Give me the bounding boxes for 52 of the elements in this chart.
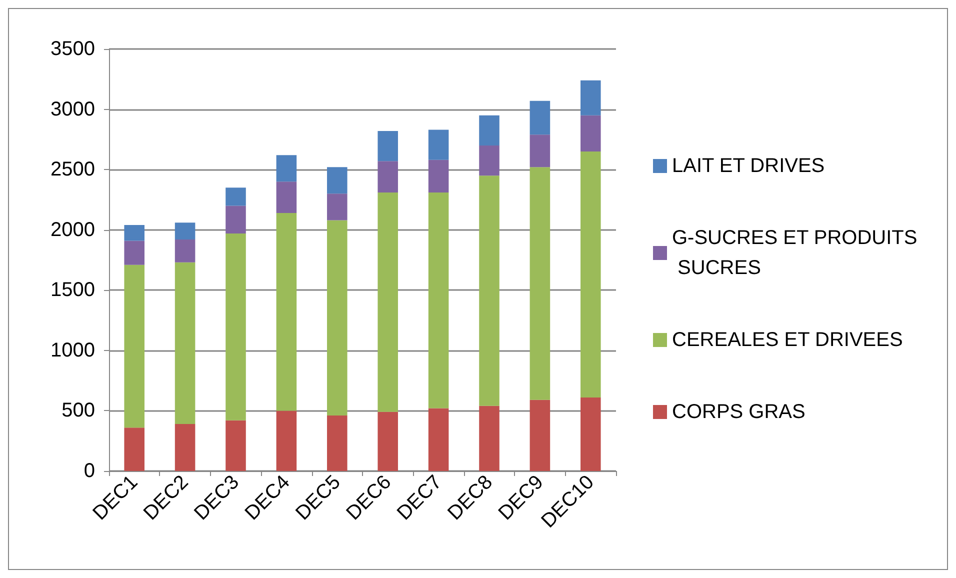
legend-label: CEREALES ET DRIVEES (672, 329, 903, 351)
bar (530, 134, 550, 168)
bar (428, 192, 449, 408)
bar (174, 222, 196, 240)
legend-label: CORPS GRAS (672, 401, 806, 423)
bar (327, 416, 348, 471)
bar (124, 240, 144, 265)
y-tick-label: 1000 (50, 339, 95, 362)
bar (530, 100, 550, 135)
bar (580, 115, 601, 152)
bar (124, 428, 144, 471)
y-tick-label: 500 (62, 400, 95, 422)
y-tick-label: 3500 (50, 38, 95, 60)
bar (124, 264, 144, 428)
y-tick-label: 1500 (50, 279, 95, 302)
bar (378, 130, 398, 162)
bar (530, 400, 550, 471)
bar (378, 192, 398, 412)
bar (378, 412, 398, 471)
bar (226, 420, 246, 471)
bar (327, 167, 348, 194)
bar (226, 188, 246, 206)
bar (479, 145, 500, 176)
legend-label: LAIT ET DRIVES (672, 155, 825, 177)
bar (378, 161, 398, 192)
y-tick-label: 2500 (50, 158, 95, 181)
bar (580, 80, 601, 116)
bar (327, 194, 348, 220)
bar (327, 220, 348, 416)
bar (479, 115, 500, 146)
bar (124, 225, 144, 241)
bar (174, 240, 196, 262)
y-tick-label: 3000 (50, 98, 95, 120)
bar (174, 424, 196, 471)
bar (276, 182, 297, 213)
bar (276, 212, 297, 411)
bar (226, 206, 246, 234)
bar (226, 233, 246, 420)
bar (580, 151, 601, 398)
bar (479, 176, 500, 406)
y-tick-label: 0 (84, 460, 95, 482)
bar (428, 130, 449, 160)
bar (174, 262, 196, 424)
bar (530, 167, 550, 400)
bar (580, 397, 601, 471)
bar (428, 408, 449, 471)
legend-label: G-SUCRES ET PRODUITS SUCRES (672, 227, 918, 279)
y-tick-label: 2000 (50, 218, 95, 241)
bar (276, 410, 297, 471)
bar (428, 160, 449, 192)
bar (479, 406, 500, 471)
bar (276, 155, 297, 182)
